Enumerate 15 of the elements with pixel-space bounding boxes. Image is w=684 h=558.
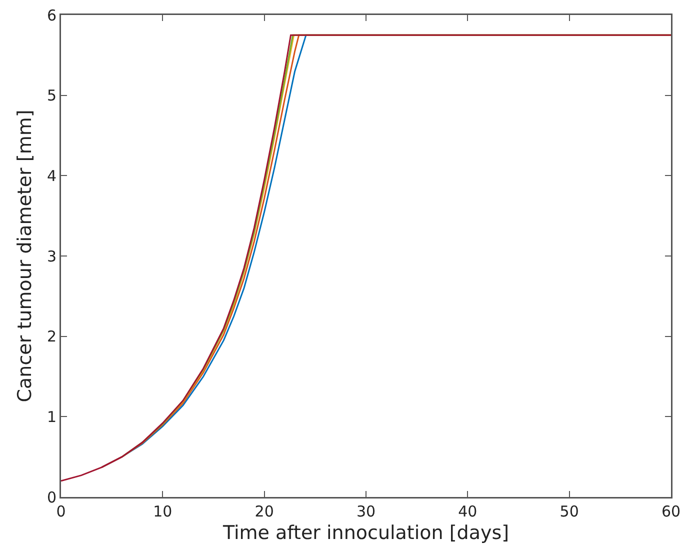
- y-tick-label: 2: [46, 328, 56, 346]
- y-tick-label: 4: [46, 166, 56, 185]
- x-tick-label: 60: [661, 502, 681, 520]
- x-tick-label: 40: [458, 502, 478, 520]
- y-axis-title: Cancer tumour diameter [mm]: [14, 110, 36, 402]
- y-tick-label: 6: [46, 6, 56, 24]
- y-tick-label: 0: [46, 488, 56, 506]
- x-tick-label: 30: [356, 502, 376, 520]
- x-tick-label: 10: [153, 502, 172, 520]
- y-tick-label: 5: [46, 86, 56, 105]
- y-tick-label: 1: [46, 408, 56, 426]
- y-tick-label: 3: [46, 247, 56, 266]
- x-tick-label: 20: [254, 502, 274, 520]
- x-axis-title: Time after innoculation [days]: [222, 522, 510, 544]
- x-tick-label: 50: [560, 502, 579, 520]
